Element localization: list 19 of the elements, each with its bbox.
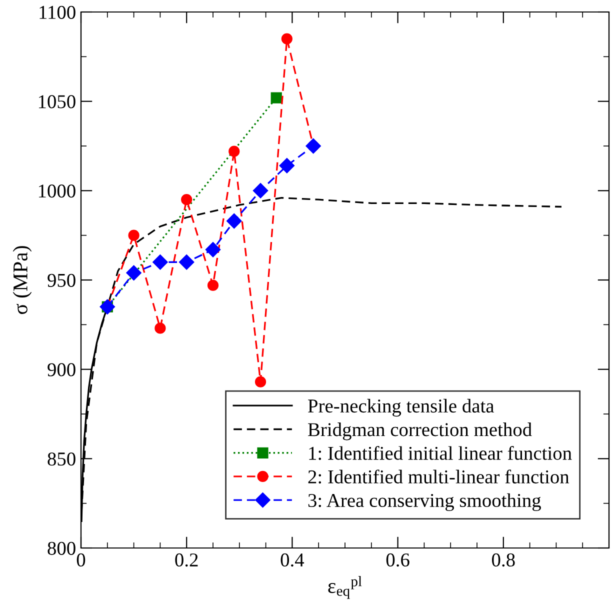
legend-label: 3: Area conserving smoothing [308, 493, 541, 512]
x-tick-label: 0.6 [386, 553, 410, 567]
y-axis-title: σ (MPa) [12, 246, 32, 314]
y-tick-label: 1050 [38, 95, 76, 108]
y-tick-label: 900 [48, 363, 76, 376]
y-tick-label: 1000 [38, 184, 76, 198]
y-tick-label: 850 [48, 452, 76, 466]
legend-label: Bridgman correction method [308, 422, 532, 440]
legend-label: 2: Identified multi-linear function [308, 470, 570, 484]
y-tick-label: 950 [48, 274, 76, 287]
legend-label: Pre-necking tensile data [308, 398, 494, 417]
x-tick-label: 0.4 [280, 553, 304, 567]
x-tick-label: 0 [76, 553, 86, 567]
x-tick-label: 0.2 [175, 553, 198, 567]
y-tick-label: 1100 [40, 6, 76, 19]
legend-label: 1: Identified initial linear function [309, 446, 572, 460]
y-tick-label: 800 [48, 542, 76, 555]
x-axis-title: ε$_{eq}$$^{pl}$ [328, 576, 362, 599]
x-tick-label: 0.8 [492, 553, 515, 567]
